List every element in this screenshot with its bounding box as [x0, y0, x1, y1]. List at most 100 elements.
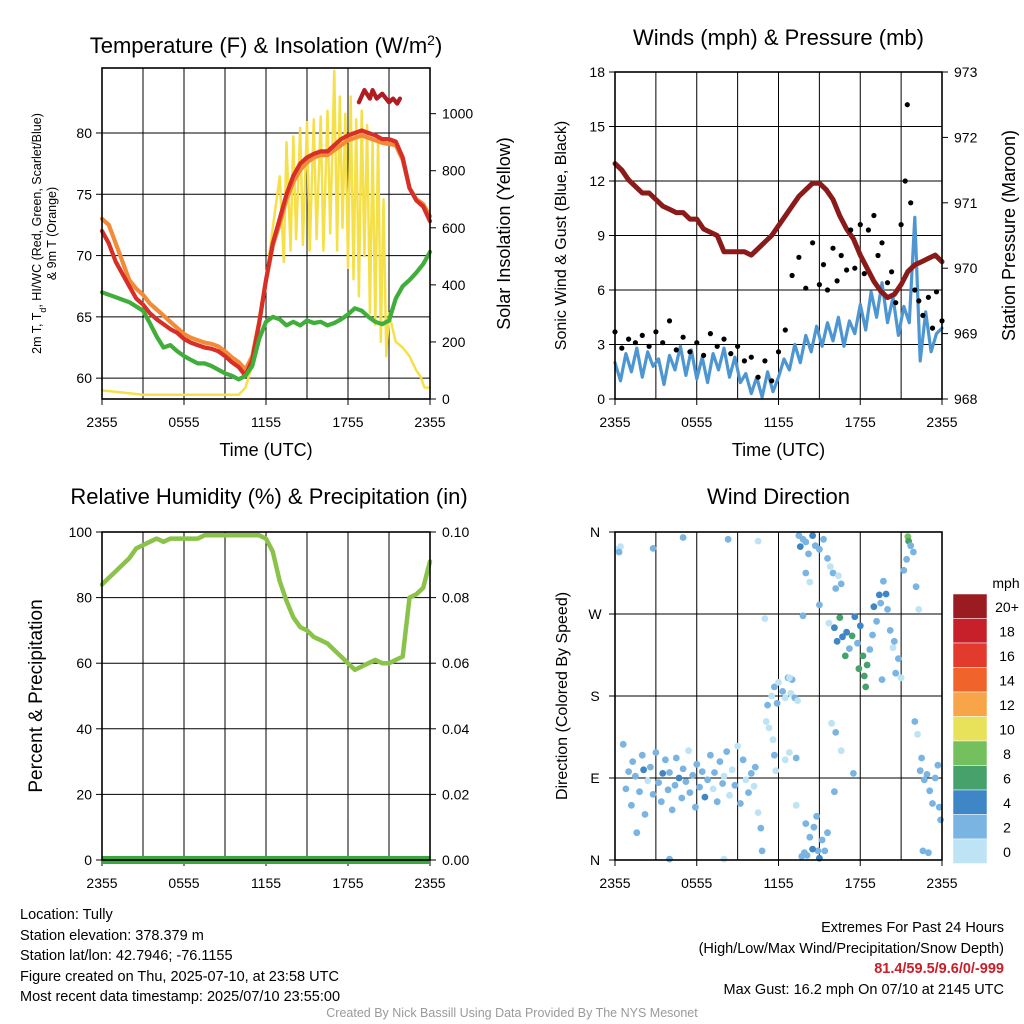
direction-point [889, 644, 897, 652]
gust-point [908, 200, 914, 206]
direction-point [775, 678, 782, 686]
x-tick-label: 2355 [414, 875, 445, 891]
direction-point [925, 849, 932, 857]
credit-line: Created By Nick Bassill Using Data Provi… [326, 1006, 698, 1020]
y-tick-label: E [590, 770, 599, 786]
gust-point [820, 262, 827, 268]
direction-point [916, 767, 924, 775]
info-elevation: Station elevation: 378.379 m [20, 927, 204, 944]
y-tick-label: 6 [597, 282, 605, 298]
colorbar-label: 6 [1003, 771, 1011, 787]
direction-point [726, 791, 733, 799]
x-tick-label: 1155 [251, 414, 281, 430]
direction-point [764, 701, 771, 709]
gust-point [898, 222, 904, 228]
direction-point [802, 538, 810, 546]
direction-point [762, 718, 770, 725]
y2-tick-label: 0.06 [442, 655, 469, 671]
direction-point [666, 769, 673, 776]
y-tick-label: 40 [76, 721, 92, 737]
colorbar-label: 10 [999, 722, 1015, 738]
direction-point [754, 537, 762, 545]
direction-point [820, 535, 827, 543]
gust-point [796, 254, 802, 260]
direction-point [781, 756, 789, 764]
y-tick-label: W [588, 606, 602, 622]
direction-point [758, 847, 766, 855]
gust-point [728, 351, 734, 357]
colorbar-label: 16 [999, 648, 1015, 664]
direction-point [745, 789, 752, 796]
direction-point [786, 674, 793, 682]
direction-point [655, 779, 662, 786]
y-axis-label-line1: 2m T, Td, HI/WC (Red, Green, Scarlet/Blu… [30, 113, 48, 354]
direction-point [828, 719, 835, 727]
direction-point [685, 747, 692, 755]
direction-point [837, 580, 845, 588]
direction-point [799, 612, 807, 620]
y2-axis-label-text: Station Pressure (Maroon) [999, 130, 1019, 341]
gust-point [848, 227, 854, 233]
direction-point [895, 655, 902, 662]
x-tick-label: 2355 [86, 875, 117, 891]
direction-point [723, 748, 731, 755]
direction-point [814, 847, 822, 855]
x-tick-label: 1755 [332, 875, 363, 891]
info-location: Location: Tully [20, 907, 113, 923]
gust-point [838, 252, 844, 259]
colorbar-swatch [952, 642, 988, 668]
y-tick-label: 3 [597, 337, 605, 353]
gust-point [694, 340, 700, 346]
direction-point [816, 545, 823, 553]
direction-point [877, 599, 885, 607]
direction-point [850, 770, 857, 777]
direction-point [825, 619, 833, 627]
colorbar-label: 4 [1003, 795, 1011, 811]
direction-point [792, 754, 800, 762]
info-latest-timestamp: Most recent data timestamp: 2025/07/10 2… [20, 989, 341, 1005]
gust-point [775, 349, 782, 355]
chart-title: Relative Humidity (%) & Precipitation (i… [70, 484, 467, 509]
series-station-pressure [612, 161, 945, 301]
direction-point [628, 801, 635, 809]
direction-point [619, 740, 627, 748]
direction-point [866, 646, 874, 653]
y2-tick-label: 400 [442, 277, 466, 293]
direction-point [724, 535, 732, 543]
direction-point [912, 583, 920, 591]
gust-point [830, 245, 836, 251]
y2-axis-label: Station Pressure (Maroon) [999, 130, 1019, 341]
gust-point [687, 349, 693, 355]
direction-point [882, 590, 890, 598]
direction-point [854, 639, 861, 647]
y2-tick-label: 600 [442, 220, 466, 236]
direction-point [892, 669, 900, 677]
direction-point [615, 548, 623, 556]
direction-point [769, 736, 777, 744]
gust-point [769, 378, 775, 384]
direction-point [900, 566, 908, 574]
direction-point [751, 763, 759, 771]
direction-point [664, 786, 672, 794]
gust-point [782, 327, 788, 333]
gust-point [834, 278, 840, 284]
direction-point [779, 688, 786, 695]
direction-point [720, 772, 728, 780]
panel-humidity: 2355 0555 1155 1755 2355 0 20 40 60 80 100 0.00 0.02… [26, 484, 469, 891]
direction-point [886, 627, 894, 634]
direction-point [831, 788, 838, 796]
gust-point [865, 227, 872, 233]
chart-title: Temperature (F) & Insolation (W/m2) [90, 32, 443, 58]
y-axis-label: Percent & Precipitation [26, 599, 47, 792]
direction-point [786, 749, 793, 756]
x-tick-label: 2355 [599, 414, 630, 430]
direction-point [772, 767, 780, 775]
x-tick-label: 0555 [168, 414, 199, 430]
direction-point [806, 833, 814, 841]
direction-point [835, 572, 842, 580]
gust-point [755, 374, 761, 380]
direction-point [728, 766, 736, 774]
colorbar: mph 20+ 18 16 14 12 10 8 6 4 2 0 [952, 575, 1020, 864]
gust-point [639, 332, 645, 338]
